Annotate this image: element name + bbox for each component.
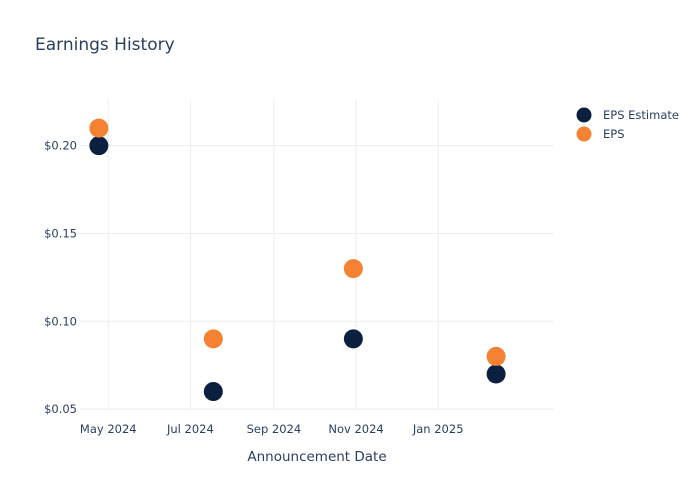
x-tick-label: Sep 2024 [247,422,302,436]
eps-estimate-point [89,136,109,156]
eps-estimate-point [203,382,223,402]
y-tick-label: $0.15 [44,226,77,240]
y-axis-ticks: $0.05 $0.10 $0.15 $0.20 [44,139,77,416]
legend-marker-eps [576,126,592,142]
eps-point [89,118,109,138]
x-tick-label: Jul 2024 [166,422,214,436]
legend-label-eps-estimate: EPS Estimate [603,108,679,122]
x-axis-ticks: May 2024 Jul 2024 Sep 2024 Nov 2024 Jan 2025 [80,422,464,436]
data-points [89,118,506,402]
y-tick-label: $0.05 [44,402,77,416]
x-tick-label: May 2024 [80,422,137,436]
legend-marker-eps-estimate [576,107,592,123]
eps-point [486,346,506,366]
legend-label-eps: EPS [603,127,625,141]
eps-estimate-point [486,364,506,384]
y-tick-label: $0.10 [44,314,77,328]
legend: EPS Estimate EPS [576,107,679,142]
chart-title: Earnings History [35,35,175,55]
eps-point [203,329,223,349]
y-tick-label: $0.20 [44,139,77,153]
gridlines [80,100,554,410]
x-tick-label: Jan 2025 [412,422,464,436]
eps-estimate-point [343,329,363,349]
x-axis-title: Announcement Date [247,449,386,465]
eps-point [343,259,363,279]
x-tick-label: Nov 2024 [328,422,383,436]
